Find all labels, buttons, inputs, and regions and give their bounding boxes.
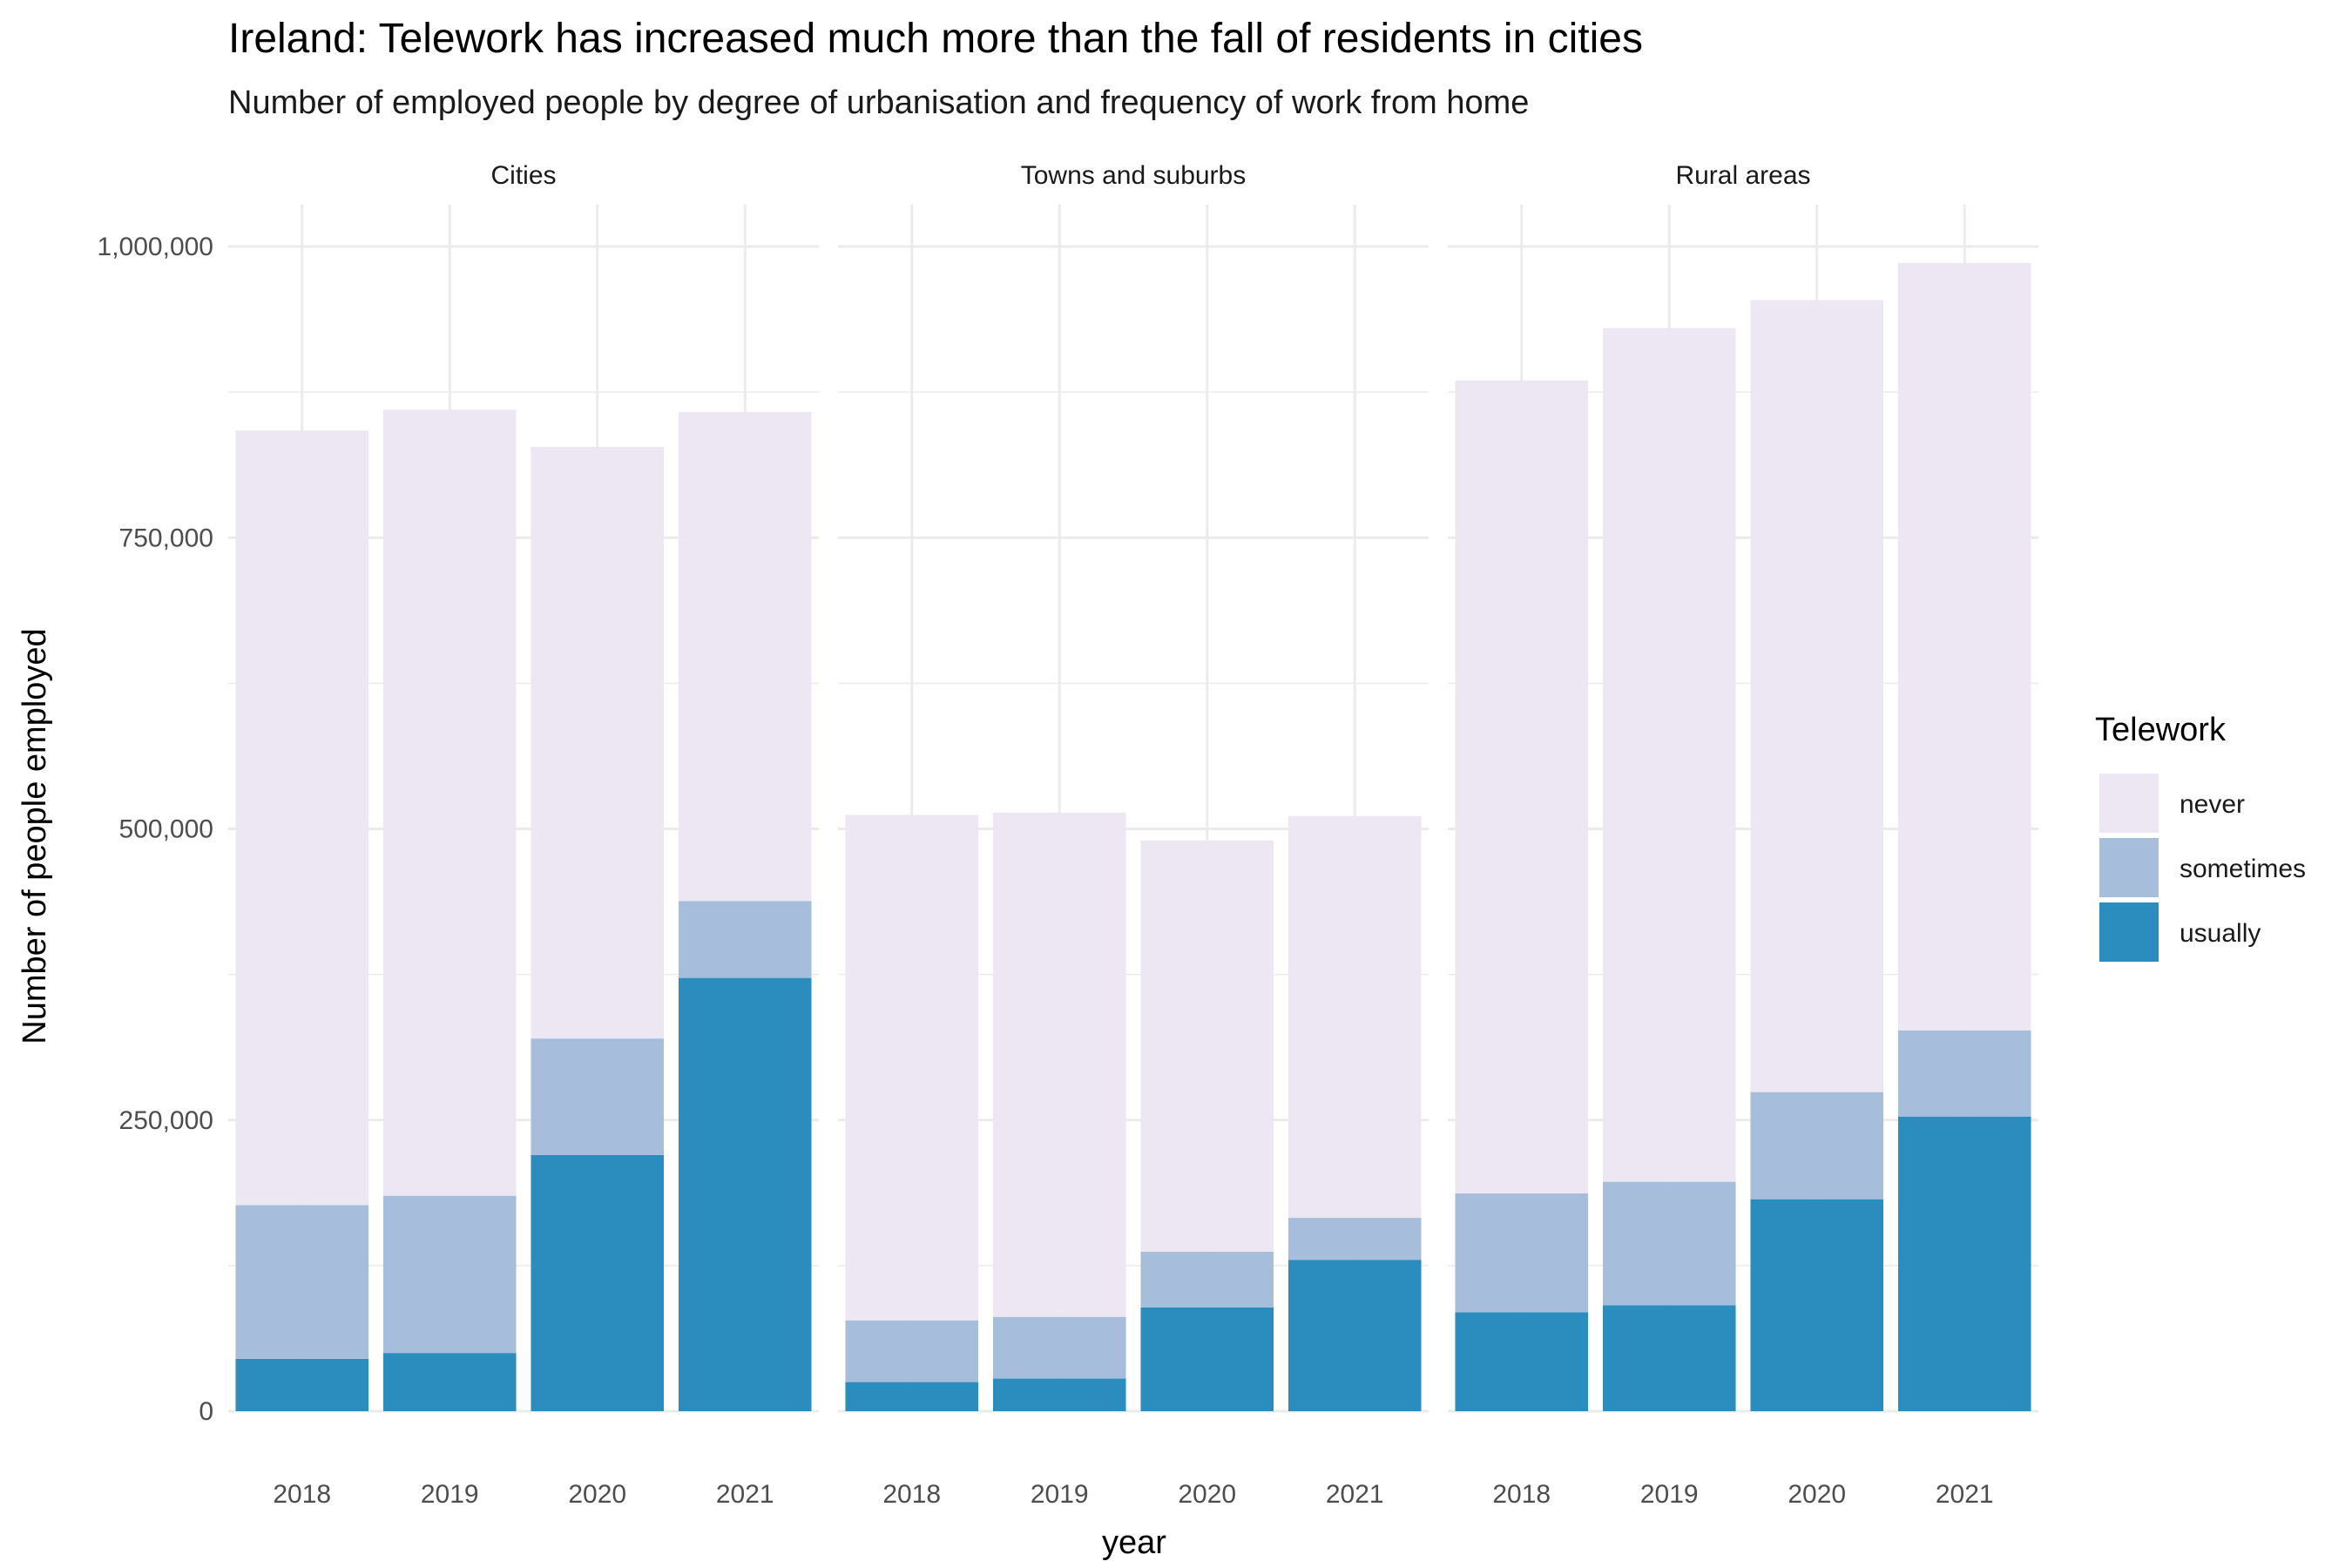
chart-title: Ireland: Telework has increased much mor… xyxy=(228,16,1643,62)
bar-never-2021 xyxy=(1288,815,1422,1219)
x-tick-label: 2019 xyxy=(421,1480,479,1509)
bar-usually-2021 xyxy=(1897,1116,2031,1411)
x-tick-label: 2021 xyxy=(1936,1480,1994,1509)
legend-label-usually: usually xyxy=(2180,919,2261,948)
bar-sometimes-2018 xyxy=(1455,1193,1589,1313)
x-tick-label: 2020 xyxy=(1178,1480,1236,1509)
bar-never-2018 xyxy=(1455,380,1589,1193)
bar-sometimes-2019 xyxy=(992,1316,1126,1379)
bar-usually-2019 xyxy=(382,1353,517,1411)
bar-never-2020 xyxy=(531,446,665,1039)
bar-usually-2020 xyxy=(1140,1308,1274,1411)
panels: Cities 2018 2019 2020 2021 Towns and suburbs 2… xyxy=(228,161,2038,1509)
panel-rural-areas: Rural areas 2018 2019 2020 2021 xyxy=(1448,161,2038,1509)
bar-sometimes-2021 xyxy=(1897,1030,2031,1117)
bar-never-2021 xyxy=(1897,262,2031,1031)
legend: Telework never sometimes usually xyxy=(2095,712,2306,962)
legend-key-usually xyxy=(2099,902,2159,962)
x-tick-label: 2021 xyxy=(1326,1480,1384,1509)
bar-sometimes-2019 xyxy=(382,1195,517,1354)
y-tick-label: 750,000 xyxy=(119,524,213,552)
x-tick-label: 2020 xyxy=(568,1480,626,1509)
bar-never-2019 xyxy=(992,812,1126,1317)
legend-label-never: never xyxy=(2180,790,2245,819)
y-axis-title: Number of people employed xyxy=(17,628,53,1044)
bar-never-2020 xyxy=(1140,840,1274,1252)
bar-usually-2020 xyxy=(531,1154,665,1411)
bar-usually-2019 xyxy=(1602,1305,1736,1411)
x-tick-label: 2018 xyxy=(1492,1480,1551,1509)
legend-key-sometimes xyxy=(2099,838,2159,897)
x-tick-label: 2021 xyxy=(716,1480,774,1509)
x-tick-label: 2018 xyxy=(273,1480,331,1509)
chart-subtitle: Number of employed people by degree of u… xyxy=(228,84,1529,121)
legend-key-never xyxy=(2099,774,2159,833)
bar-never-2021 xyxy=(678,411,812,902)
x-tick-label: 2018 xyxy=(882,1480,941,1509)
y-tick-labels: 0 250,000 500,000 750,000 1,000,000 xyxy=(98,233,213,1426)
bar-sometimes-2021 xyxy=(678,901,812,978)
bar-sometimes-2018 xyxy=(845,1320,979,1382)
x-tick-label: 2019 xyxy=(1031,1480,1089,1509)
panel-strip-label: Rural areas xyxy=(1675,161,1810,190)
y-tick-label: 500,000 xyxy=(119,815,213,844)
x-tick-label: 2019 xyxy=(1640,1480,1699,1509)
legend-title: Telework xyxy=(2095,712,2227,748)
bar-sometimes-2020 xyxy=(1750,1092,1884,1200)
bar-usually-2018 xyxy=(845,1382,979,1411)
bar-sometimes-2018 xyxy=(235,1205,369,1359)
y-tick-label: 0 xyxy=(199,1397,213,1426)
panel-towns-and-suburbs: Towns and suburbs 2018 2019 2020 2021 xyxy=(838,161,1429,1509)
legend-label-sometimes: sometimes xyxy=(2180,855,2306,883)
bar-sometimes-2020 xyxy=(531,1038,665,1155)
bar-sometimes-2020 xyxy=(1140,1251,1274,1308)
x-axis-title: year xyxy=(1102,1524,1166,1561)
y-tick-label: 1,000,000 xyxy=(98,233,213,261)
bar-usually-2021 xyxy=(678,977,812,1411)
y-tick-label: 250,000 xyxy=(119,1106,213,1135)
bar-sometimes-2019 xyxy=(1602,1181,1736,1306)
bar-usually-2021 xyxy=(1288,1260,1422,1411)
panel-strip-label: Cities xyxy=(490,161,556,190)
bar-never-2018 xyxy=(235,430,369,1206)
bar-never-2020 xyxy=(1750,300,1884,1092)
bar-usually-2019 xyxy=(992,1378,1126,1411)
bar-usually-2020 xyxy=(1750,1199,1884,1411)
bar-never-2019 xyxy=(1602,328,1736,1182)
bar-usually-2018 xyxy=(235,1358,369,1411)
bar-never-2018 xyxy=(845,814,979,1321)
panel-cities: Cities 2018 2019 2020 2021 xyxy=(228,161,819,1509)
x-tick-label: 2020 xyxy=(1788,1480,1846,1509)
bar-usually-2018 xyxy=(1455,1312,1589,1411)
bar-sometimes-2021 xyxy=(1288,1218,1422,1260)
panel-strip-label: Towns and suburbs xyxy=(1021,161,1247,190)
bar-never-2019 xyxy=(382,409,517,1196)
